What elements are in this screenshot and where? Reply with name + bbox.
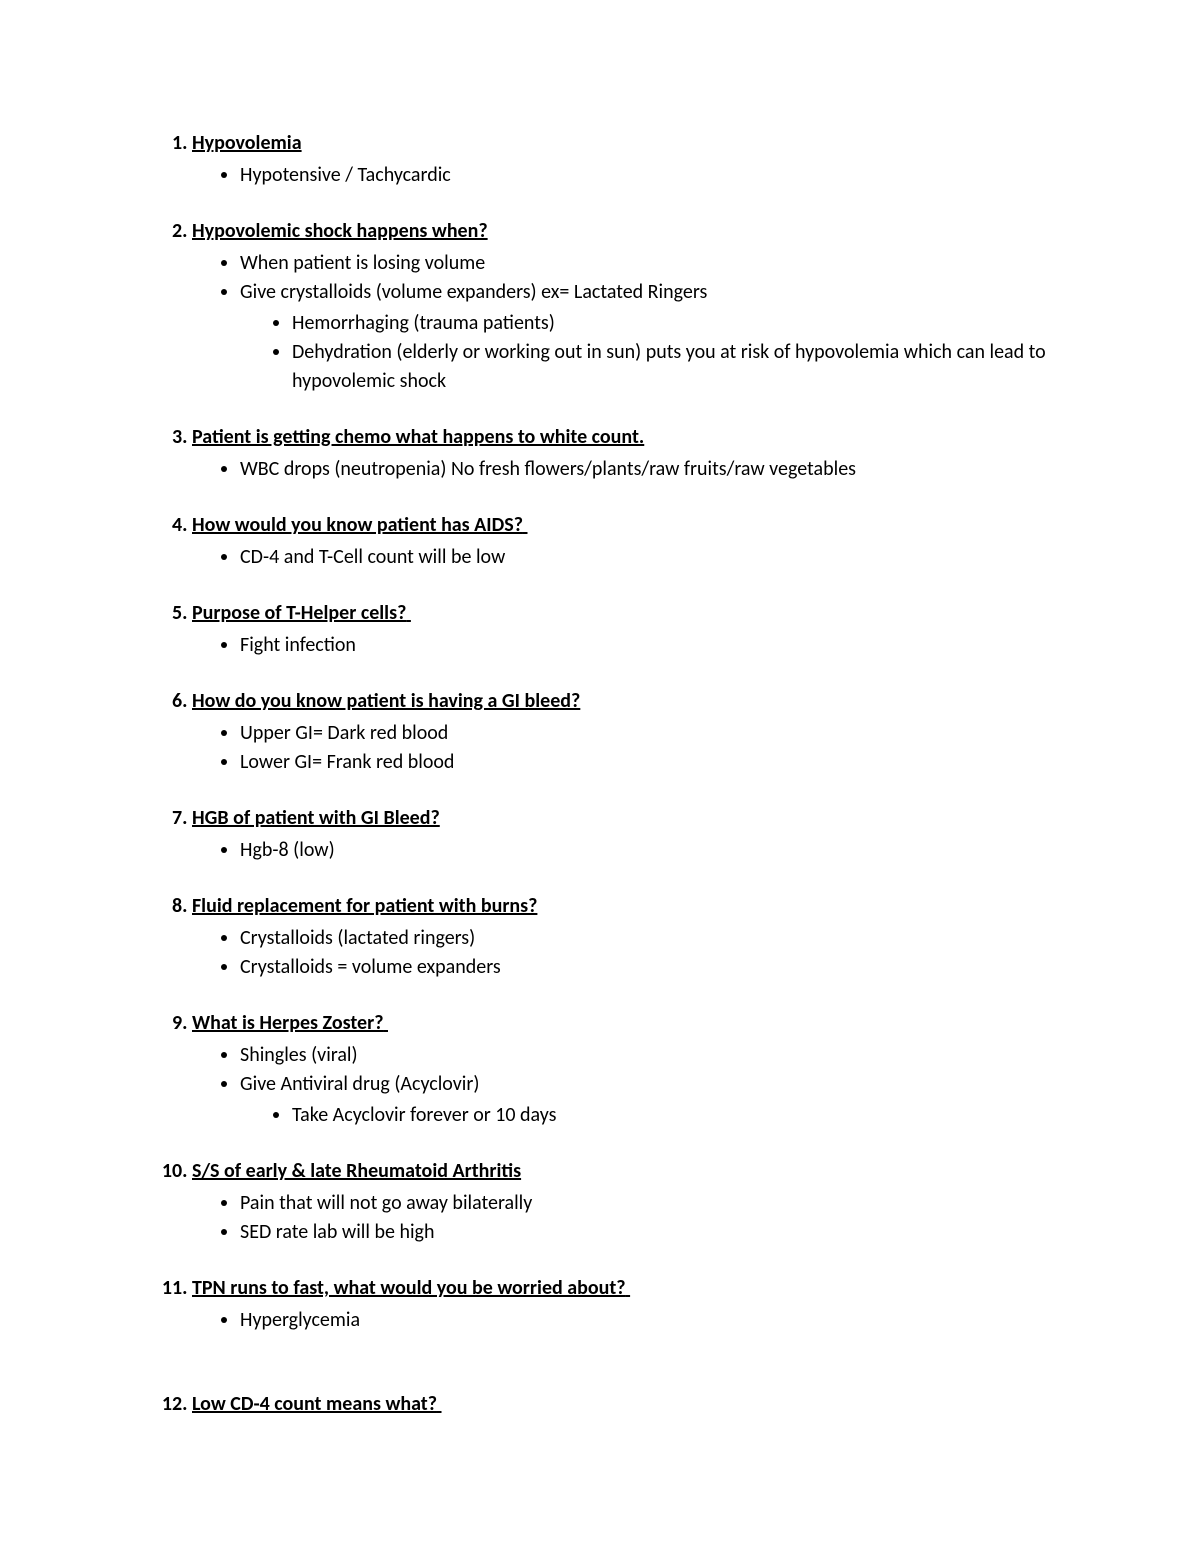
heading-trailing-space (626, 1276, 631, 1300)
document-page: HypovolemiaHypotensive / TachycardicHypo… (0, 0, 1200, 1546)
bullet-list: CD-4 and T-Cell count will be low (192, 543, 1050, 572)
bullet-text: Crystalloids (lactated ringers) (240, 926, 475, 950)
heading-trailing-space (523, 513, 528, 537)
sub-bullet-text: Dehydration (elderly or working out in s… (292, 340, 1046, 393)
item-heading: What is Herpes Zoster? (192, 1011, 383, 1035)
list-item: Hypovolemia Hypotensive / Tachycardic (192, 130, 1050, 190)
bullet-item: Pain that will not go away bilaterally (240, 1189, 1050, 1218)
item-heading: Hypovolemia (192, 131, 302, 155)
numbered-list: HypovolemiaHypotensive / TachycardicHypo… (150, 130, 1050, 1418)
list-item: Fluid replacement for patient with burns… (192, 893, 1050, 982)
bullet-item: WBC drops (neutropenia) No fresh flowers… (240, 455, 1050, 484)
bullet-item: Lower GI= Frank red blood (240, 748, 1050, 777)
list-item: How do you know patient is having a GI b… (192, 688, 1050, 777)
sub-bullet-item: Take Acyclovir forever or 10 days (292, 1101, 1050, 1130)
bullet-item: When patient is losing volume (240, 249, 1050, 278)
bullet-text: Pain that will not go away bilaterally (240, 1191, 532, 1215)
bullet-list: When patient is losing volume Give crysta… (192, 249, 1050, 396)
bullet-list: Pain that will not go away bilaterally SE… (192, 1189, 1050, 1247)
bullet-list: Hgb-8 (low) (192, 836, 1050, 865)
item-heading: How do you know patient is having a GI b… (192, 689, 580, 713)
bullet-text: WBC drops (neutropenia) No fresh flowers… (240, 457, 856, 481)
bullet-item: SED rate lab will be high (240, 1218, 1050, 1247)
bullet-item: Hyperglycemia (240, 1306, 1050, 1335)
list-item: How would you know patient has AIDS? CD-… (192, 512, 1050, 572)
list-item: Low CD-4 count means what? (192, 1391, 1050, 1418)
item-heading: HGB of patient with GI Bleed? (192, 806, 440, 830)
bullet-item: Give crystalloids (volume expanders) ex=… (240, 278, 1050, 396)
bullet-list: Hypotensive / Tachycardic (192, 161, 1050, 190)
bullet-text: Shingles (viral) (240, 1043, 358, 1067)
sub-bullet-list: Hemorrhaging (trauma patients) Dehydratio… (240, 309, 1050, 396)
bullet-text: Lower GI= Frank red blood (240, 750, 454, 774)
bullet-text: Hyperglycemia (240, 1308, 360, 1332)
item-heading: Fluid replacement for patient with burns… (192, 894, 537, 918)
bullet-list: Upper GI= Dark red blood Lower GI= Frank … (192, 719, 1050, 777)
item-heading: Hypovolemic shock happens when? (192, 219, 488, 243)
item-heading: S/S of early & late Rheumatoid Arthritis (192, 1159, 521, 1183)
bullet-list: Shingles (viral) Give Antiviral drug (Acy… (192, 1041, 1050, 1130)
bullet-item: Hypotensive / Tachycardic (240, 161, 1050, 190)
sub-bullet-list: Take Acyclovir forever or 10 days (240, 1101, 1050, 1130)
bullet-item: Upper GI= Dark red blood (240, 719, 1050, 748)
heading-trailing-space (383, 1011, 388, 1035)
bullet-list: Crystalloids (lactated ringers) Crystallo… (192, 924, 1050, 982)
bullet-item: Hgb-8 (low) (240, 836, 1050, 865)
sub-bullet-item: Dehydration (elderly or working out in s… (292, 338, 1050, 396)
bullet-text: Hypotensive / Tachycardic (240, 163, 451, 187)
list-item: Patient is getting chemo what happens to… (192, 424, 1050, 484)
list-item: Purpose of T-Helper cells? Fight infecti… (192, 600, 1050, 660)
item-heading: Low CD-4 count means what? (192, 1392, 437, 1416)
bullet-text: Give Antiviral drug (Acyclovir) (240, 1072, 479, 1096)
bullet-item: Give Antiviral drug (Acyclovir) Take Acyc… (240, 1070, 1050, 1130)
bullet-item: CD-4 and T-Cell count will be low (240, 543, 1050, 572)
bullet-text: Give crystalloids (volume expanders) ex=… (240, 280, 707, 304)
item-heading: Patient is getting chemo what happens to… (192, 425, 644, 449)
item-heading: How would you know patient has AIDS? (192, 513, 523, 537)
item-heading: Purpose of T-Helper cells? (192, 601, 406, 625)
list-item: S/S of early & late Rheumatoid Arthritis… (192, 1158, 1050, 1247)
list-item: TPN runs to fast, what would you be worr… (192, 1275, 1050, 1335)
bullet-item: Crystalloids = volume expanders (240, 953, 1050, 982)
list-item: Hypovolemic shock happens when? When pati… (192, 218, 1050, 396)
heading-trailing-space (437, 1392, 442, 1416)
list-item: What is Herpes Zoster? Shingles (viral) G… (192, 1010, 1050, 1130)
sub-bullet-text: Take Acyclovir forever or 10 days (292, 1103, 556, 1127)
bullet-text: Upper GI= Dark red blood (240, 721, 448, 745)
item-heading: TPN runs to fast, what would you be worr… (192, 1276, 626, 1300)
list-item: HGB of patient with GI Bleed? Hgb-8 (low) (192, 805, 1050, 865)
bullet-list: Hyperglycemia (192, 1306, 1050, 1335)
bullet-item: Crystalloids (lactated ringers) (240, 924, 1050, 953)
bullet-text: Fight infection (240, 633, 356, 657)
bullet-list: Fight infection (192, 631, 1050, 660)
bullet-item: Shingles (viral) (240, 1041, 1050, 1070)
bullet-list: WBC drops (neutropenia) No fresh flowers… (192, 455, 1050, 484)
bullet-item: Fight infection (240, 631, 1050, 660)
sub-bullet-item: Hemorrhaging (trauma patients) (292, 309, 1050, 338)
bullet-text: When patient is losing volume (240, 251, 485, 275)
bullet-text: Hgb-8 (low) (240, 838, 335, 862)
heading-trailing-space (406, 601, 411, 625)
bullet-text: CD-4 and T-Cell count will be low (240, 545, 505, 569)
bullet-text: SED rate lab will be high (240, 1220, 434, 1244)
sub-bullet-text: Hemorrhaging (trauma patients) (292, 311, 555, 335)
bullet-text: Crystalloids = volume expanders (240, 955, 501, 979)
